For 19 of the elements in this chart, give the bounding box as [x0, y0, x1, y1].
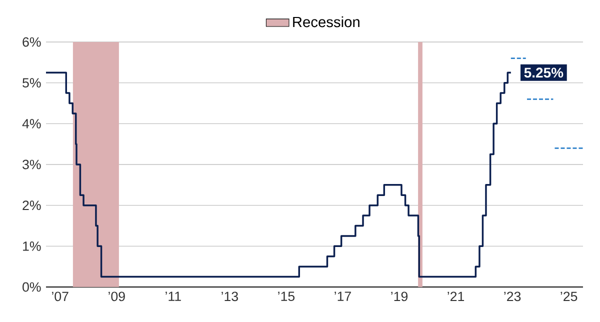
x-tick-label: ’09 [108, 292, 125, 302]
annotation: 5.25% [524, 68, 564, 78]
x-tick-label: ’17 [334, 292, 351, 301]
y-tick-label: 0% [22, 282, 41, 292]
y-tick-label: 3% [22, 160, 41, 170]
y-tick-label: 4% [22, 118, 41, 128]
x-tick-label: ’07 [52, 292, 68, 302]
y-tick-label: 2% [22, 200, 41, 210]
x-tick-label: ’25 [560, 292, 578, 302]
y-tick-label: 6% [22, 37, 41, 47]
y-tick-label: 5% [22, 78, 41, 88]
x-tick-label: ’21 [448, 292, 464, 302]
x-tick-label: ’15 [278, 292, 295, 302]
y-tick-label: 1% [23, 241, 41, 251]
x-tick-label: ’11 [166, 292, 181, 301]
x-tick-label: ’23 [504, 292, 521, 302]
legend-label: Recession [293, 16, 360, 28]
x-tick-label: ’19 [391, 292, 408, 302]
x-tick-label: ’13 [222, 292, 238, 302]
